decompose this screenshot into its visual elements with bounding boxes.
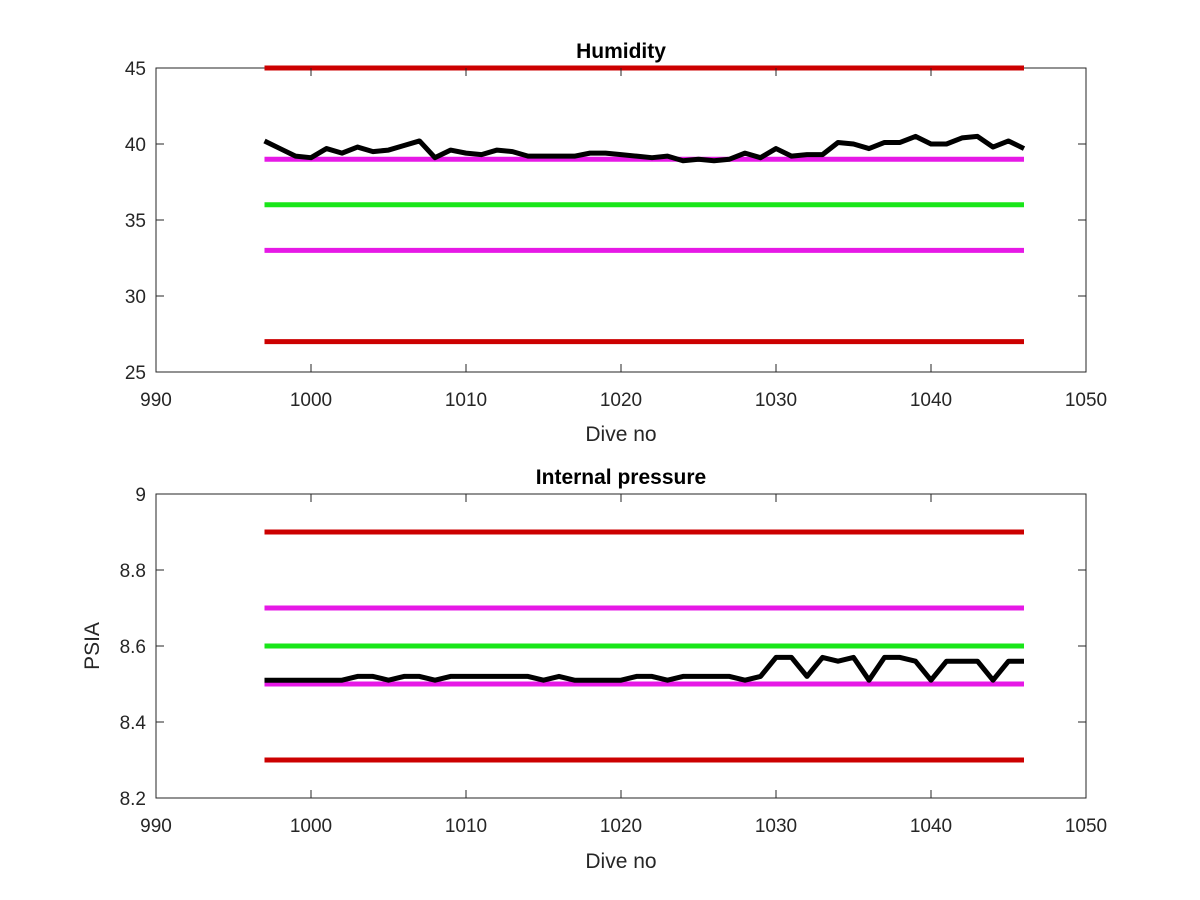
y-tick-label-humidity: 40 [125,135,146,156]
axes-box-humidity [155,67,1087,373]
subplot-humidity: 990 1000 1010 1020 1030 1040 1050 25 30 35 40 45 H… [125,40,1107,446]
x-axis-label-humidity: Dive no [585,423,656,446]
y-axis-label-internal-pressure: PSIA [81,622,104,670]
y-ticks-humidity: 25 30 35 40 45 [125,59,1086,384]
series-humidity [263,133,1026,164]
x-tick-label-humidity: 1020 [600,390,642,411]
x-tick-label-humidity: 1050 [1065,390,1107,411]
series-internal-pressure [264,654,1024,683]
y-tick-label-internal-pressure: 8.2 [120,789,146,810]
y-tick-label-humidity: 45 [125,59,146,80]
x-axis-label-internal-pressure: Dive no [585,850,656,873]
y-tick-label-humidity: 25 [125,363,146,384]
y-tick-label-humidity: 30 [125,287,146,308]
x-tick-label-internal-pressure: 1010 [445,816,487,837]
plot-title-internal-pressure: Internal pressure [536,466,706,489]
x-tick-label-humidity: 1030 [755,390,797,411]
x-tick-label-humidity: 990 [140,390,172,411]
y-tick-label-internal-pressure: 8.8 [120,561,146,582]
x-tick-label-humidity: 1040 [910,390,952,411]
y-tick-label-internal-pressure: 8.4 [120,713,147,734]
subplot-internal-pressure: 990 1000 1010 1020 1030 1040 1050 8.2 8.4 8.6 8.8… [81,466,1107,873]
x-tick-label-internal-pressure: 1050 [1065,816,1107,837]
y-tick-label-internal-pressure: 9 [135,485,146,506]
x-tick-label-internal-pressure: 1000 [290,816,332,837]
x-tick-label-humidity: 1000 [290,390,332,411]
plot-title-humidity: Humidity [576,40,666,63]
x-tick-label-internal-pressure: 1040 [910,816,952,837]
x-tick-label-humidity: 1010 [445,390,487,411]
x-ticks-humidity: 990 1000 1010 1020 1030 1040 1050 [140,68,1107,411]
y-ticks-internal-pressure: 8.2 8.4 8.6 8.8 9 [120,485,1086,810]
series-line-humidity-0 [263,133,1026,164]
y-tick-label-internal-pressure: 8.6 [120,637,146,658]
x-tick-label-internal-pressure: 990 [140,816,172,837]
x-tick-label-internal-pressure: 1030 [755,816,797,837]
y-tick-label-humidity: 35 [125,211,146,232]
reference-lines-internal-pressure [264,529,1024,763]
series-line-internal-pressure-0 [264,654,1024,683]
x-ticks-internal-pressure: 990 1000 1010 1020 1030 1040 1050 [140,494,1107,837]
x-tick-label-internal-pressure: 1020 [600,816,642,837]
